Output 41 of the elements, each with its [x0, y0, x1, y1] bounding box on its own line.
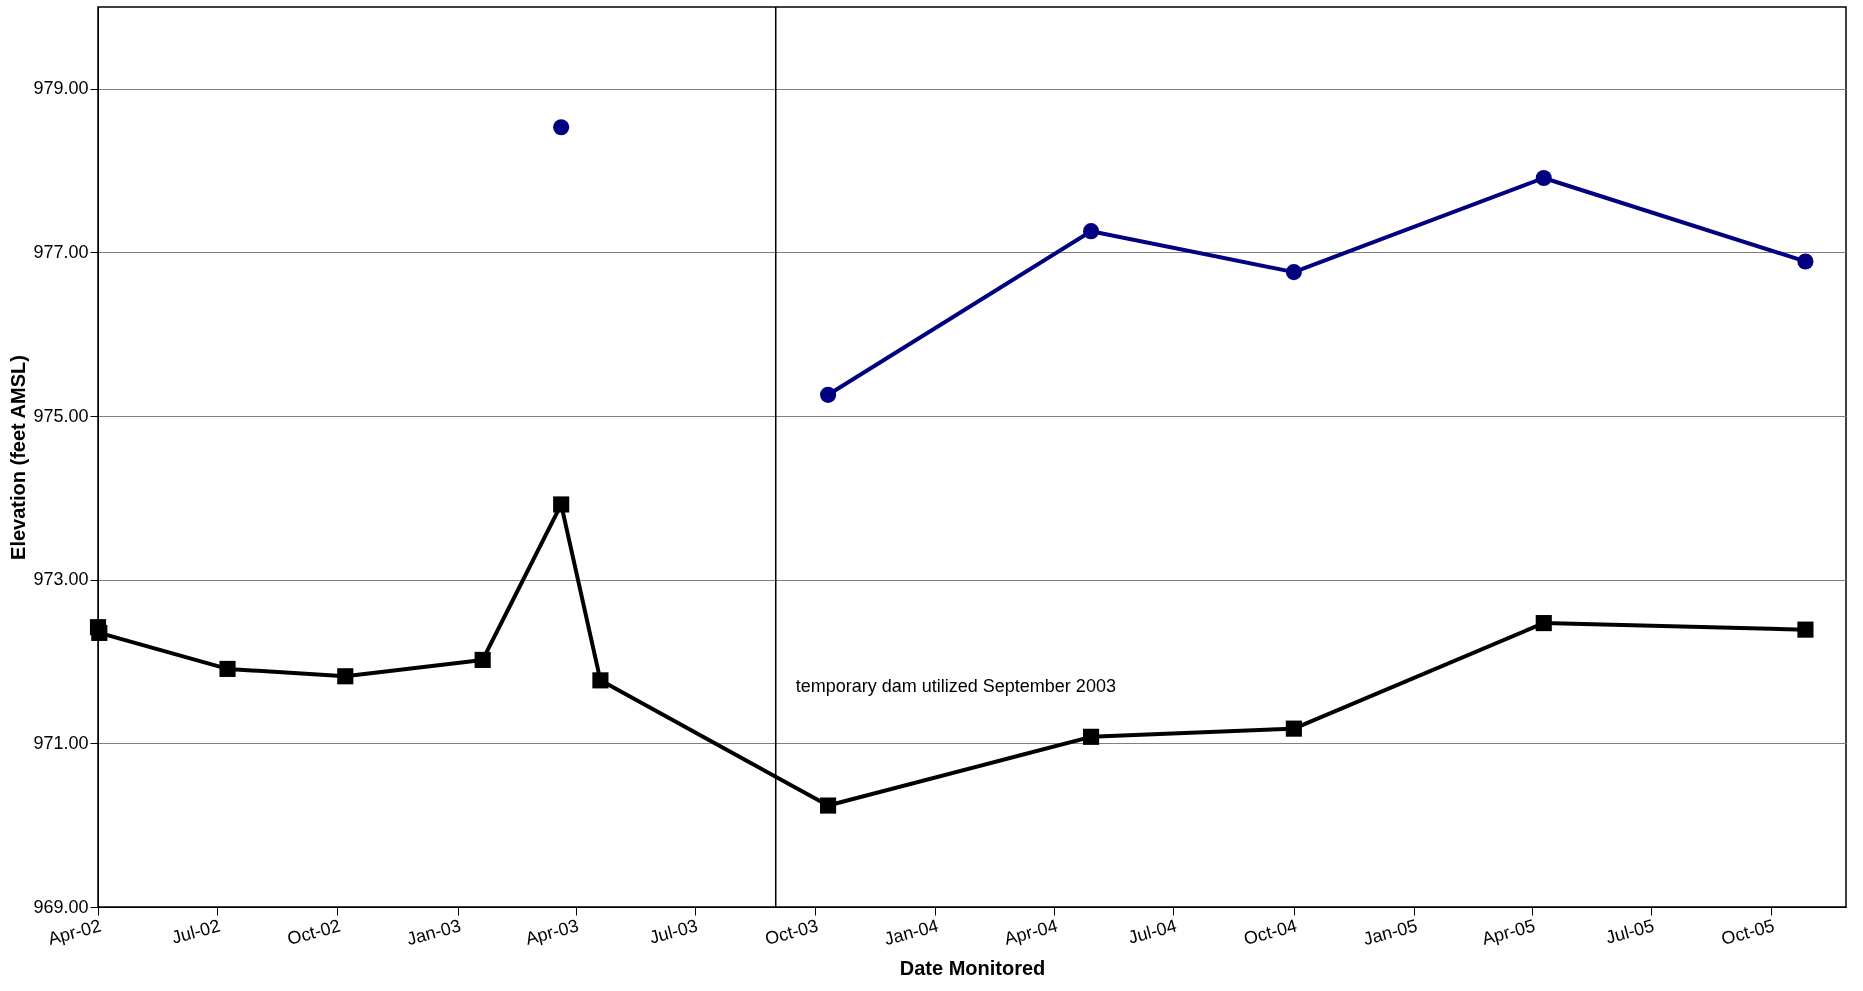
y-tick-label: 977.00: [33, 241, 89, 262]
point: [1083, 728, 1100, 745]
x-axis-title: Date Monitored: [899, 957, 1046, 980]
x-tick-label: Jul-02: [169, 915, 223, 948]
point: [337, 668, 354, 685]
point: [1535, 615, 1552, 632]
point: [820, 386, 837, 403]
y-tick-label: 973.00: [33, 569, 89, 590]
x-tick-label: Oct-03: [762, 915, 821, 949]
ref-line-label: temporary dam utilized September 2003: [795, 675, 1116, 696]
x-tick-label: Oct-04: [1241, 915, 1300, 949]
x-tick-label: Oct-05: [1719, 915, 1777, 949]
x-tick-label: Oct-02: [285, 915, 343, 949]
x-tick-label: Jan-04: [882, 915, 941, 950]
point: [474, 651, 491, 668]
y-axis-title: Elevation (feet AMSL): [7, 355, 30, 560]
y-tick-label: 979.00: [33, 78, 89, 99]
point: [1083, 223, 1100, 240]
point: [1535, 169, 1552, 187]
point: [1285, 720, 1302, 737]
y-tick-label: 975.00: [33, 405, 89, 426]
x-tick-label: Jul-05: [1603, 915, 1657, 948]
x-tick-label: Apr-02: [45, 915, 104, 949]
point: [592, 672, 609, 689]
y-tick-label: 969.00: [33, 896, 89, 917]
point: [1797, 253, 1814, 270]
point: [820, 797, 837, 814]
x-tick-label: Apr-04: [1002, 915, 1060, 949]
point: [219, 660, 236, 677]
y-tick-label: 971.00: [33, 732, 89, 753]
x-tick-label: Apr-03: [523, 915, 581, 949]
x-tick-label: Jan-05: [1361, 915, 1420, 950]
point: [1797, 621, 1814, 638]
point: [553, 496, 570, 513]
point: [553, 119, 570, 136]
x-tick-label: Jan-03: [404, 915, 463, 950]
point: [91, 624, 108, 641]
x-tick-label: Apr-05: [1479, 915, 1538, 949]
point: [1285, 264, 1302, 281]
x-tick-label: Jul-03: [647, 915, 700, 948]
x-tick-label: Jul-04: [1126, 915, 1179, 948]
